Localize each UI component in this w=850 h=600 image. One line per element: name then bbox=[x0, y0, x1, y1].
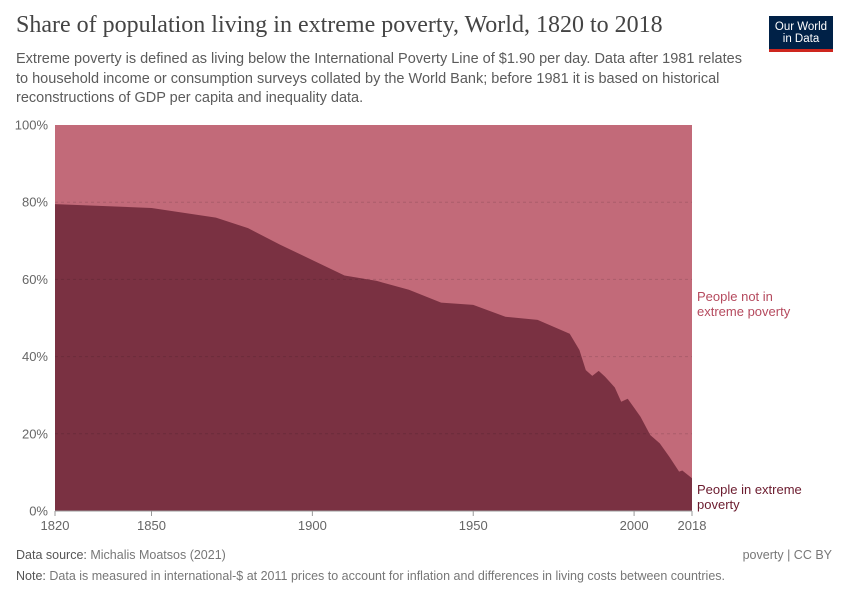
note: Note: Data is measured in international-… bbox=[16, 569, 725, 583]
series-label-in-poverty: People in extreme bbox=[697, 482, 802, 497]
note-text: Data is measured in international-$ at 2… bbox=[49, 569, 725, 583]
logo-line2: in Data bbox=[782, 32, 820, 45]
chart-subtitle: Extreme poverty is defined as living bel… bbox=[16, 51, 742, 106]
y-tick-label: 60% bbox=[22, 272, 48, 287]
y-tick-label: 0% bbox=[29, 504, 48, 519]
source-label: Data source: bbox=[16, 548, 87, 562]
x-tick-label: 1850 bbox=[137, 518, 166, 533]
x-tick-label: 1900 bbox=[298, 518, 327, 533]
series-label-not-in-poverty: People not in bbox=[697, 289, 773, 304]
y-tick-label: 100% bbox=[15, 118, 49, 133]
data-source: Data source: Michalis Moatsos (2021) bbox=[16, 548, 226, 562]
y-tick-label: 80% bbox=[22, 195, 48, 210]
area-in-poverty bbox=[55, 204, 692, 511]
owid-logo[interactable]: Our World in Data bbox=[769, 16, 833, 52]
series-label-not-in-poverty: extreme poverty bbox=[697, 304, 791, 319]
x-tick-label: 1950 bbox=[459, 518, 488, 533]
y-tick-label: 40% bbox=[22, 349, 48, 364]
x-tick-label: 2018 bbox=[678, 518, 707, 533]
x-tick-label: 2000 bbox=[620, 518, 649, 533]
series-label-in-poverty: poverty bbox=[697, 497, 740, 512]
source-text[interactable]: Michalis Moatsos (2021) bbox=[90, 548, 226, 562]
chart-title: Share of population living in extreme po… bbox=[16, 12, 663, 38]
license[interactable]: poverty | CC BY bbox=[742, 548, 832, 562]
logo-line1: Our World bbox=[774, 20, 828, 33]
y-tick-label: 20% bbox=[22, 426, 48, 441]
x-tick-label: 1820 bbox=[41, 518, 70, 533]
note-label: Note: bbox=[16, 569, 46, 583]
